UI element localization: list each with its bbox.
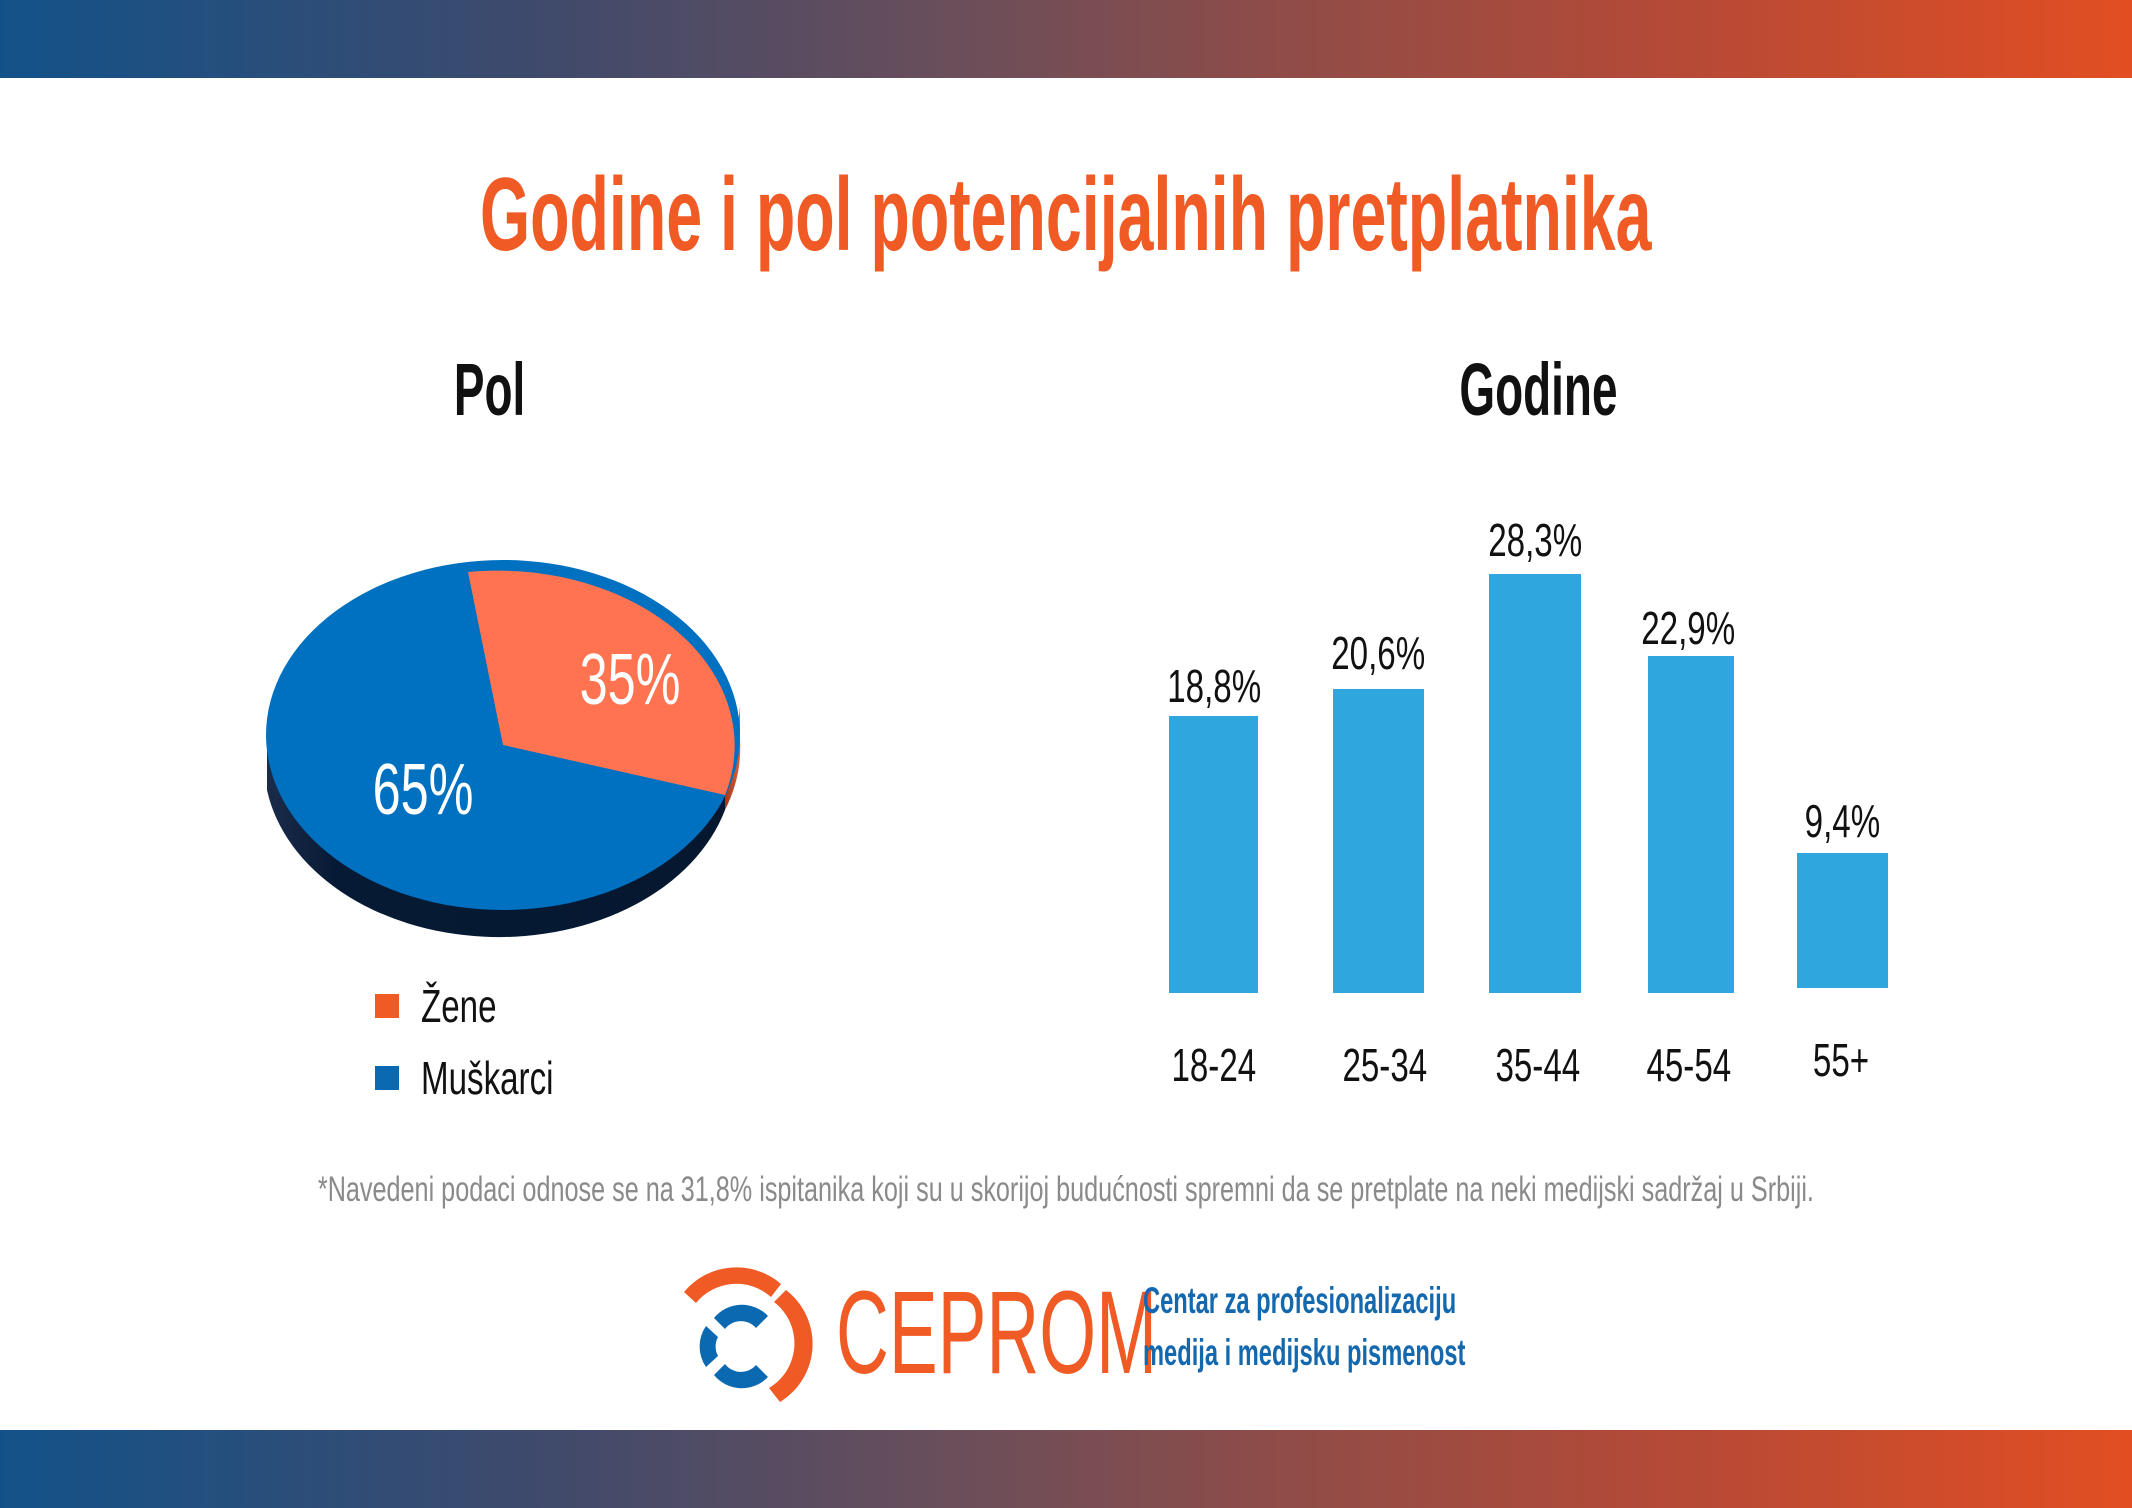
legend-label-male: Muškarci — [421, 1052, 554, 1104]
age-bar-chart: 18,8% 20,6% 28,3% 22,9% 9,4% 18-24 25-34… — [1167, 514, 1888, 1091]
bar-category-18-24: 18-24 — [1171, 1039, 1257, 1091]
pie-label-male: 65% — [372, 750, 474, 830]
pie-label-female: 35% — [579, 640, 681, 720]
bar-value-35-44: 28,3% — [1488, 514, 1582, 566]
gender-heading: Pol — [340, 345, 640, 435]
bottom-gradient-bar — [0, 1430, 2132, 1508]
bar-value-18-24: 18,8% — [1167, 660, 1261, 712]
bar-35-44 — [1489, 574, 1581, 993]
gender-legend: Žene Muškarci — [375, 970, 605, 1114]
bar-value-45-54: 22,9% — [1641, 602, 1735, 654]
top-gradient-bar — [0, 0, 2132, 78]
legend-item-female: Žene — [375, 970, 605, 1042]
legend-swatch-male — [375, 1066, 399, 1090]
pie-slice-female — [468, 570, 735, 795]
ceprom-logo-icon — [668, 1262, 818, 1412]
legend-item-male: Muškarci — [375, 1042, 605, 1114]
tagline-line-2: medija i medijsku pismenost — [1143, 1332, 1466, 1373]
bar-45-54 — [1648, 656, 1734, 993]
bar-55-plus — [1797, 853, 1888, 988]
bar-value-25-34: 20,6% — [1331, 627, 1425, 679]
bar-category-45-54: 45-54 — [1646, 1039, 1732, 1091]
bar-value-55-plus: 9,4% — [1804, 795, 1880, 847]
gender-heading-text: Pol — [454, 348, 526, 431]
brand-name: CEPROM — [836, 1267, 1158, 1399]
bar-18-24 — [1169, 716, 1258, 993]
bar-category-25-34: 25-34 — [1342, 1039, 1428, 1091]
legend-swatch-female — [375, 994, 399, 1018]
footnote: *Navedeni podaci odnose se na 31,8% ispi… — [0, 1165, 2132, 1215]
page-title: Godine i pol potencijalnih pretplatnika — [0, 150, 2132, 280]
page-title-text: Godine i pol potencijalnih pretplatnika — [480, 157, 1652, 273]
legend-label-female: Žene — [421, 980, 497, 1032]
bar-category-55-plus: 55+ — [1812, 1034, 1870, 1086]
bar-25-34 — [1333, 689, 1424, 993]
pie-svg — [266, 560, 741, 938]
brand-tagline: Centar za profesionalizaciju medija i me… — [1143, 1275, 1647, 1379]
gender-pie-chart: 35% 65% — [255, 545, 755, 965]
age-heading: Godine — [1388, 345, 1688, 435]
footnote-text: *Navedeni podaci odnose se na 31,8% ispi… — [317, 1170, 1815, 1209]
bar-category-35-44: 35-44 — [1495, 1039, 1581, 1091]
tagline-line-1: Centar za profesionalizaciju — [1143, 1280, 1457, 1321]
age-heading-text: Godine — [1458, 348, 1618, 431]
